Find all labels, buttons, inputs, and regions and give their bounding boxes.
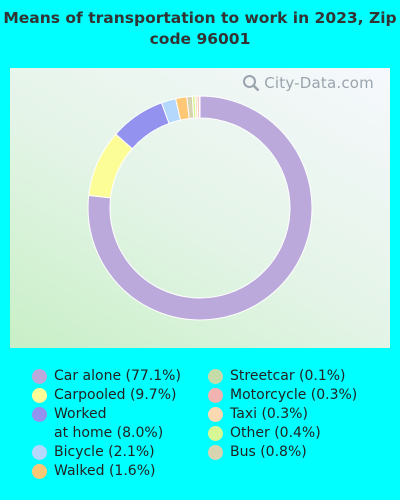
chart-title: Means of transportation to work in 2023,… bbox=[3, 9, 397, 48]
legend-label: Streetcar (0.1%) bbox=[230, 368, 346, 384]
legend-swatch bbox=[208, 388, 223, 403]
watermark: City-Data.com bbox=[242, 74, 374, 92]
legend-swatch bbox=[32, 464, 47, 479]
donut-slice-car-alone bbox=[87, 95, 313, 321]
legend-item: Walked (1.6%) bbox=[30, 462, 210, 481]
legend-label: Walked (1.6%) bbox=[54, 463, 156, 479]
legend-swatch bbox=[208, 407, 223, 422]
legend-item: Bus (0.8%) bbox=[206, 443, 386, 462]
donut-slice-worked-at-home bbox=[115, 102, 170, 150]
legend-label: Other (0.4%) bbox=[230, 425, 321, 441]
legend-item: Carpooled (9.7%) bbox=[30, 386, 210, 405]
watermark-text: City-Data.com bbox=[264, 74, 374, 92]
legend-swatch bbox=[208, 445, 223, 460]
legend-item: Streetcar (0.1%) bbox=[206, 367, 386, 386]
legend-label: Bus (0.8%) bbox=[230, 444, 307, 460]
plot-area: City-Data.com bbox=[10, 68, 390, 348]
donut-chart bbox=[87, 95, 313, 321]
legend-column-left: Car alone (77.1%) Carpooled (9.7%) Worked … bbox=[30, 367, 210, 481]
legend-swatch bbox=[32, 388, 47, 403]
legend-label: Motorcycle (0.3%) bbox=[230, 387, 358, 403]
legend-swatch bbox=[32, 407, 47, 422]
legend-swatch bbox=[208, 426, 223, 441]
legend-label: Worked at home (8.0%) bbox=[54, 406, 164, 441]
legend-swatch bbox=[32, 369, 47, 384]
legend-item: Car alone (77.1%) bbox=[30, 367, 210, 386]
legend-item: Worked at home (8.0%) bbox=[30, 405, 210, 443]
legend-column-right: Streetcar (0.1%) Motorcycle (0.3%) Taxi (0… bbox=[206, 367, 386, 462]
donut-slice-carpooled bbox=[88, 133, 134, 199]
legend-label: Car alone (77.1%) bbox=[54, 368, 181, 384]
magnifier-icon bbox=[243, 75, 260, 92]
legend-item: Other (0.4%) bbox=[206, 424, 386, 443]
donut-slice-streetcar bbox=[198, 95, 201, 119]
legend-item: Bicycle (2.1%) bbox=[30, 443, 210, 462]
legend-swatch bbox=[32, 445, 47, 460]
legend-swatch bbox=[208, 369, 223, 384]
legend-item: Motorcycle (0.3%) bbox=[206, 386, 386, 405]
legend-label: Taxi (0.3%) bbox=[230, 406, 308, 422]
legend-item: Taxi (0.3%) bbox=[206, 405, 386, 424]
legend-label: Carpooled (9.7%) bbox=[54, 387, 177, 403]
legend-label: Bicycle (2.1%) bbox=[54, 444, 155, 460]
